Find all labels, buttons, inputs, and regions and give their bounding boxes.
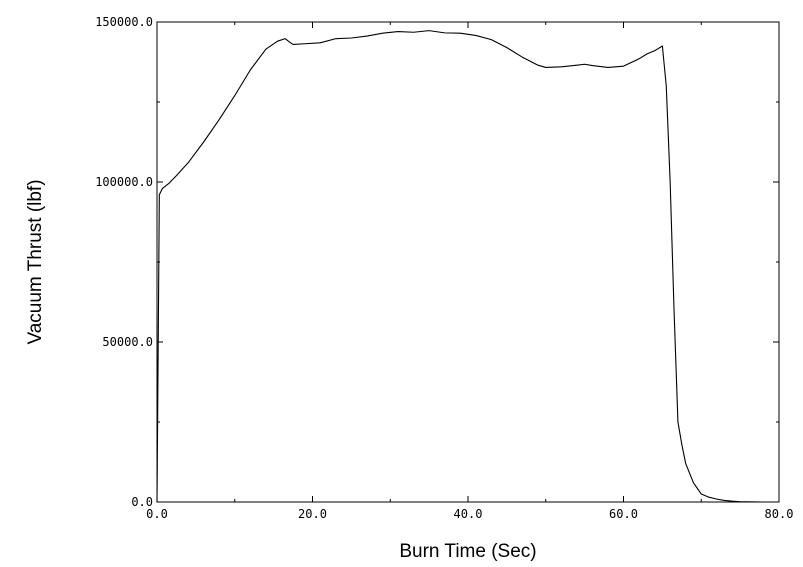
data-point [740,501,741,502]
data-point [701,493,702,494]
data-point [522,57,523,58]
x-tick-label: 60.0 [609,507,638,521]
y-axis-title: Vacuum Thrust (lbf) [25,179,46,344]
data-point [234,95,235,96]
data-point [747,501,748,502]
x-tick-label: 0.0 [146,507,168,521]
data-point [366,35,367,36]
data-point [304,43,305,44]
tick-labels: 0.0 20.0 40.0 60.0 80.0 0.0 50000.0 100000.0 150… [95,15,793,521]
data-point [397,31,398,32]
data-point [159,194,160,195]
data-point [537,65,538,66]
data-point [623,66,624,67]
data-point [250,69,251,70]
y-tick-label: 150000.0 [95,15,153,29]
data-point [666,85,667,86]
data-point [176,175,177,176]
axis-ticks [156,21,780,503]
data-point [188,162,189,163]
data-point [755,501,756,502]
data-point [638,58,639,59]
plot-frame [156,21,780,503]
data-point [156,501,157,502]
y-tick-label: 100000.0 [95,175,153,189]
data-point [646,53,647,54]
data-point [265,49,266,50]
data-point [460,33,461,34]
data-point [285,38,286,39]
data-point [724,500,725,501]
data-point [576,65,577,66]
data-point [708,497,709,498]
data-point [475,35,476,36]
data-point [320,42,321,43]
data-point [732,501,733,502]
data-point [545,67,546,68]
data-point [561,66,562,67]
thrust-series-line [156,30,764,503]
data-point [444,32,445,33]
data-point [662,45,663,46]
data-point [763,501,764,502]
y-tick-label: 0.0 [131,495,153,509]
data-point [429,30,430,31]
data-point [607,67,608,68]
data-point [277,41,278,42]
x-tick-label: 80.0 [765,507,794,521]
data-point [413,32,414,33]
data-point [289,41,290,42]
data-point [716,499,717,500]
data-point [351,37,352,38]
data-point [292,44,293,45]
data-point [681,444,682,445]
data-point [162,188,163,189]
data-point [670,181,671,182]
data-point [592,65,593,66]
data-point [382,33,383,34]
x-tick-label: 40.0 [454,507,483,521]
data-point [654,50,655,51]
data-point [673,309,674,310]
data-point [677,421,678,422]
data-point [693,482,694,483]
data-point [219,119,220,120]
x-tick-label: 20.0 [298,507,327,521]
data-point [168,183,169,184]
x-axis-title: Burn Time (Sec) [399,541,536,562]
data-point [506,47,507,48]
y-tick-label: 50000.0 [102,335,153,349]
data-point [491,39,492,40]
data-point [584,64,585,65]
data-point [685,463,686,464]
data-point [203,141,204,142]
data-point [335,38,336,39]
